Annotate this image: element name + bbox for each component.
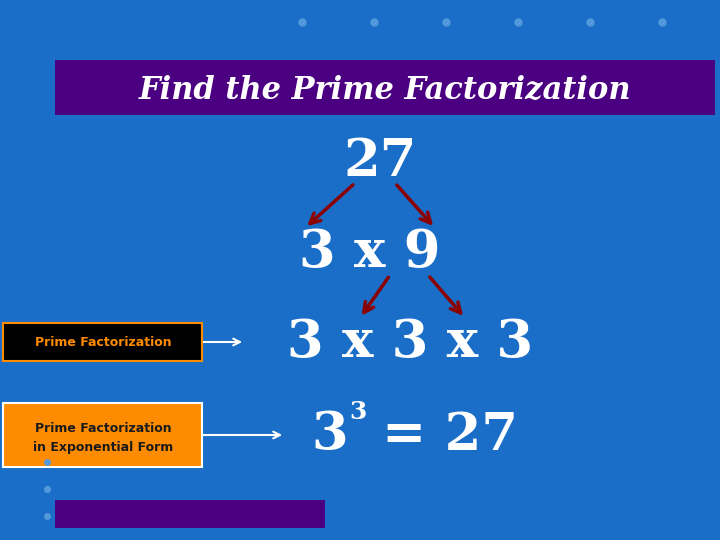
- Text: Prime Factorization: Prime Factorization: [35, 335, 171, 348]
- Text: 3: 3: [349, 400, 366, 424]
- FancyBboxPatch shape: [55, 60, 715, 115]
- Text: 3 x 3 x 3: 3 x 3 x 3: [287, 316, 533, 368]
- Text: = 27: = 27: [382, 409, 518, 461]
- FancyBboxPatch shape: [3, 403, 202, 467]
- Text: Prime Factorization: Prime Factorization: [35, 422, 171, 435]
- Text: in Exponential Form: in Exponential Form: [33, 442, 173, 455]
- Text: 27: 27: [343, 137, 417, 187]
- FancyBboxPatch shape: [55, 500, 325, 528]
- FancyBboxPatch shape: [3, 323, 202, 361]
- Text: 3 x 9: 3 x 9: [300, 226, 441, 278]
- Text: 3: 3: [312, 409, 348, 461]
- Text: Find the Prime Factorization: Find the Prime Factorization: [139, 75, 631, 105]
